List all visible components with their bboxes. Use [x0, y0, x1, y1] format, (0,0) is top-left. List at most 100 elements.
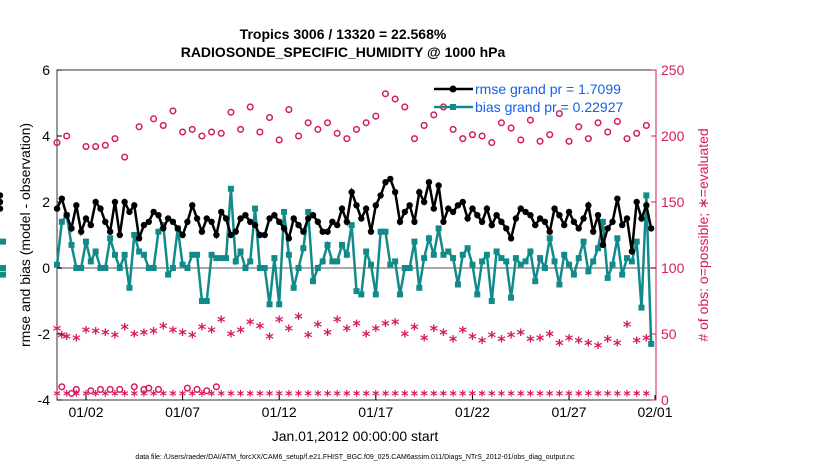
bias-point	[532, 278, 539, 285]
obs-evaluated-point: *	[410, 320, 419, 339]
y-tick-label: 4	[42, 128, 50, 144]
rmse-point	[536, 215, 544, 222]
obs-evaluated-point: *	[160, 389, 168, 405]
obs-evaluated-point: *	[604, 389, 612, 405]
obs-evaluated-point: *	[227, 389, 235, 405]
bias-point	[314, 265, 321, 271]
legend: rmse grand pr = 1.7099 bias grand pr = 0…	[434, 81, 623, 115]
bias-point	[136, 248, 143, 255]
rmse-point	[111, 198, 119, 206]
bias-point	[169, 265, 176, 271]
obs-evaluated-point: *	[565, 330, 574, 349]
rmse-point	[0, 192, 4, 199]
obs-evaluated-point: *	[73, 389, 81, 405]
obs-evaluated-point: *	[517, 389, 525, 405]
rmse-point	[116, 231, 123, 239]
obs-possible-point	[188, 125, 196, 133]
bias-point	[614, 235, 621, 242]
y2-axis-label: # of obs: o=possible; ∗=evaluated	[695, 128, 711, 341]
rmse-point	[454, 202, 462, 209]
bias-point	[508, 294, 515, 301]
rmse-point	[623, 215, 631, 222]
obs-evaluated-point: *	[149, 324, 158, 343]
bias-point	[599, 218, 606, 225]
bias-point	[82, 238, 89, 245]
rmse-point	[242, 212, 249, 219]
rmse-point	[232, 228, 239, 235]
rmse-point	[570, 218, 578, 225]
bias-point	[493, 248, 500, 255]
obs-possible-point	[87, 387, 95, 395]
y2-tick-label: 50	[661, 326, 677, 342]
rmse-point	[135, 235, 143, 242]
bias-point	[604, 274, 611, 281]
obs-possible-point	[256, 128, 264, 136]
obs-possible-point	[420, 121, 428, 129]
obs-evaluated-point: *	[536, 389, 544, 405]
rmse-point	[459, 198, 466, 206]
bias-point	[435, 225, 442, 232]
rmse-point	[478, 218, 486, 225]
bias-point	[310, 278, 317, 285]
obs-evaluated-point: *	[246, 314, 255, 333]
obs-evaluated-point: *	[546, 326, 555, 345]
obs-possible-point	[488, 139, 496, 147]
bias-series-layer	[0, 185, 655, 347]
obs-possible-point	[459, 135, 467, 143]
rmse-point	[561, 221, 568, 229]
obs-evaluated-point: *	[623, 317, 632, 336]
bias-point	[488, 298, 495, 304]
bias-point	[150, 265, 157, 271]
obs-evaluated-point: *	[295, 389, 303, 405]
rmse-point	[604, 225, 611, 232]
obs-evaluated-point: *	[527, 389, 535, 405]
bias-point	[527, 248, 534, 255]
rmse-point	[295, 221, 302, 229]
bias-point	[189, 251, 196, 258]
y-tick-label: 6	[42, 62, 50, 78]
bias-point	[421, 255, 428, 262]
bias-point	[319, 258, 326, 265]
rmse-point	[609, 218, 616, 225]
obs-possible-point	[391, 95, 399, 103]
x-axis-label: Jan.01,2012 00:00:00 start	[272, 428, 439, 444]
bias-point	[242, 265, 249, 271]
rmse-point	[532, 221, 539, 229]
obs-evaluated-point: *	[334, 389, 342, 405]
bias-point	[372, 291, 379, 298]
obs-possible-point	[111, 135, 119, 143]
obs-evaluated-point: *	[352, 316, 361, 335]
obs-possible-point	[343, 135, 351, 143]
obs-evaluated-point: *	[372, 321, 381, 340]
rmse-point	[145, 218, 152, 225]
obs-evaluated-point: *	[449, 332, 458, 351]
rmse-point	[333, 221, 341, 229]
rmse-point	[440, 218, 447, 225]
obs-possible-point	[82, 143, 90, 151]
obs-possible-point	[67, 389, 76, 397]
rmse-point	[0, 205, 4, 212]
obs-possible-point	[92, 143, 100, 151]
obs-evaluated-point: *	[401, 326, 410, 345]
rmse-point	[73, 202, 80, 209]
y-tick-label: 2	[42, 194, 50, 210]
rmse-point	[140, 221, 148, 229]
bias-point	[367, 261, 374, 268]
bias-point	[425, 235, 432, 242]
rmse-point	[628, 248, 636, 255]
rmse-point	[618, 221, 626, 229]
obs-evaluated-point: *	[53, 389, 61, 405]
rmse-point	[87, 221, 95, 229]
rmse-point	[53, 205, 61, 212]
rmse-point	[126, 208, 133, 216]
rmse-point	[435, 182, 442, 189]
obs-evaluated-point: *	[440, 389, 448, 405]
obs-evaluated-point: *	[63, 389, 71, 405]
bias-point	[324, 241, 331, 248]
rmse-point	[580, 215, 587, 222]
obs-evaluated-point: *	[324, 389, 332, 405]
rmse-point	[63, 212, 70, 219]
bias-point	[440, 251, 447, 258]
chart-title: Tropics 3006 / 13320 = 22.568%	[240, 26, 447, 42]
